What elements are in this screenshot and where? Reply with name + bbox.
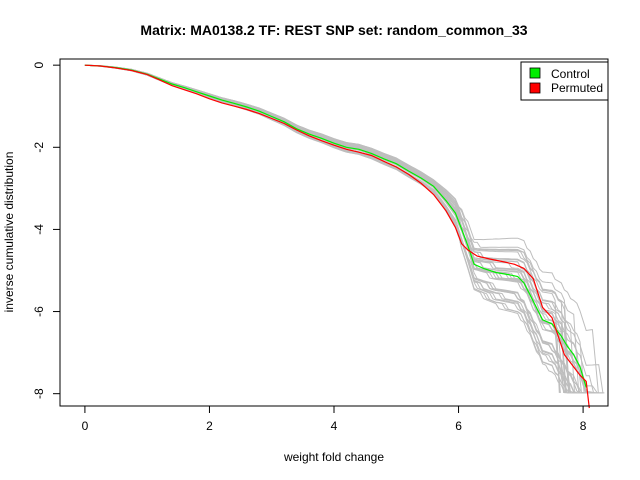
x-tick-label: 6 bbox=[455, 419, 462, 433]
legend-label-permuted: Permuted bbox=[551, 81, 603, 95]
y-axis: 0 -2 -4 -6 -8 bbox=[32, 62, 60, 399]
background-series-line bbox=[84, 64, 566, 393]
x-tick-label: 8 bbox=[580, 419, 587, 433]
y-tick-label: -8 bbox=[32, 388, 46, 399]
series-line-permuted bbox=[84, 64, 590, 409]
y-tick-label: 0 bbox=[32, 62, 46, 69]
x-tick-label: 4 bbox=[331, 419, 338, 433]
x-tick-label: 2 bbox=[206, 419, 213, 433]
y-axis-label: inverse cumulative distribution bbox=[2, 152, 16, 313]
series-line-control bbox=[84, 64, 587, 388]
y-tick-label: -2 bbox=[32, 142, 46, 153]
chart-title: Matrix: MA0138.2 TF: REST SNP set: rando… bbox=[140, 22, 527, 38]
x-axis-label: weight fold change bbox=[283, 450, 384, 464]
y-tick-label: -4 bbox=[32, 224, 46, 235]
legend: Control Permuted bbox=[520, 61, 609, 101]
y-tick-label: -6 bbox=[32, 306, 46, 317]
x-axis: 0 2 4 6 8 bbox=[82, 405, 587, 433]
legend-swatch-permuted bbox=[529, 82, 541, 94]
legend-label-control: Control bbox=[551, 67, 590, 81]
legend-swatch-control bbox=[529, 67, 541, 79]
series-layer bbox=[84, 64, 590, 409]
x-tick-label: 0 bbox=[82, 419, 89, 433]
